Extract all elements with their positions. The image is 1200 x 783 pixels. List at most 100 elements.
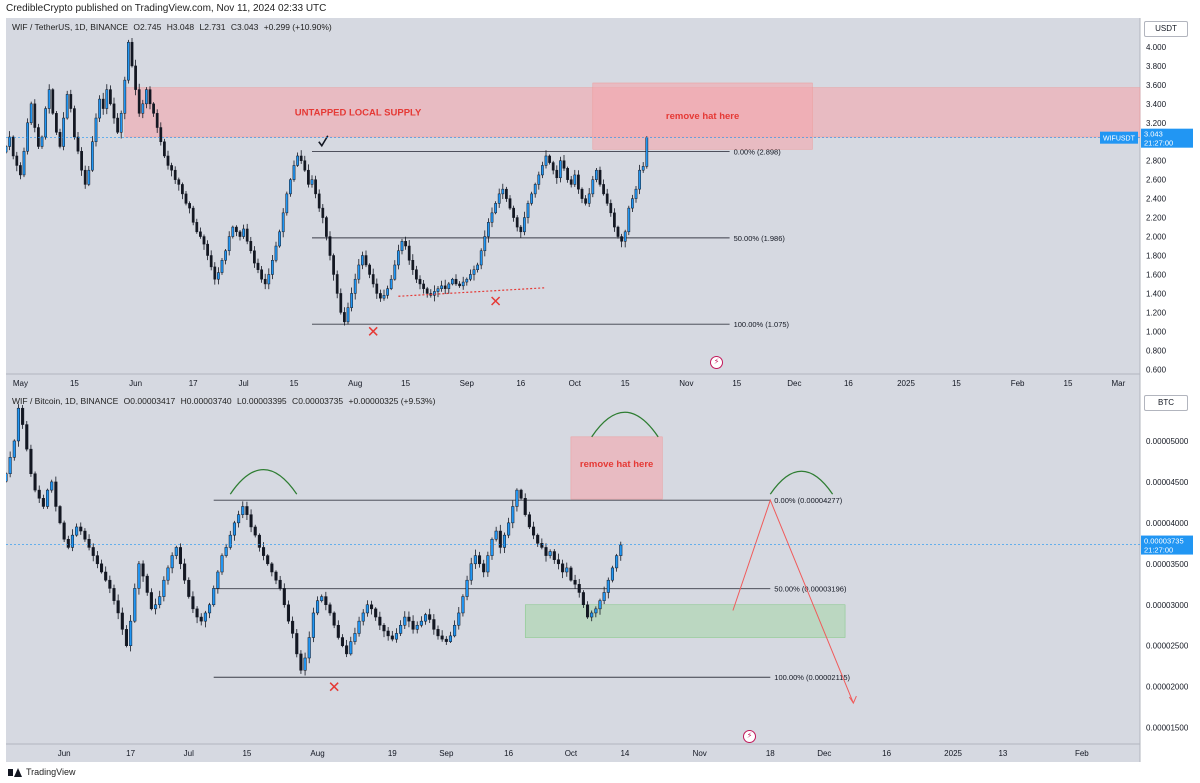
candle-body	[271, 259, 274, 275]
candle-body	[562, 160, 566, 169]
tradingview-logo-icon	[8, 767, 22, 777]
candle-body	[432, 619, 436, 630]
currency-badge[interactable]: BTC	[1144, 395, 1188, 411]
candle-body	[87, 169, 91, 185]
x-tick-label: 15	[952, 379, 961, 388]
y-tick-label: 1.200	[1146, 308, 1167, 317]
candle-body	[375, 283, 379, 294]
candle-body	[235, 226, 238, 233]
publisher-header: CredibleCrypto published on TradingView.…	[0, 0, 1200, 18]
candle-body	[199, 616, 203, 622]
candle-body	[415, 624, 419, 630]
candle-body	[245, 228, 249, 242]
lightning-icon[interactable]: ⚡	[743, 730, 756, 743]
candle-body	[112, 588, 116, 601]
candle-body	[473, 555, 477, 565]
candle-body	[394, 633, 398, 640]
candle-body	[526, 203, 530, 218]
demand-zone	[524, 604, 846, 638]
candle-body	[340, 637, 344, 646]
chart-pane-wif-btc[interactable]: 0.00001500 0.00002000 0.00002500 0.00003000…	[6, 392, 1194, 762]
x-tick-label: Jun	[58, 749, 71, 758]
candle-body	[285, 193, 289, 214]
candle-body	[407, 616, 411, 622]
candle-body	[343, 312, 346, 323]
candle-body	[307, 637, 311, 659]
tradingview-logo[interactable]: TradingView	[8, 767, 76, 777]
x-tick-label: 15	[242, 749, 251, 758]
candle-body	[465, 278, 469, 283]
chart-canvas-wif-btc[interactable]: 0.00001500 0.00002000 0.00002500 0.00003000…	[6, 392, 1194, 762]
candle-body	[303, 657, 307, 671]
candle-body	[12, 440, 16, 458]
candle-body	[26, 122, 29, 152]
candle-body	[123, 79, 127, 114]
candle-body	[368, 264, 371, 275]
candle-body	[548, 551, 552, 556]
candle-body	[209, 255, 213, 268]
fib-level-label: 0.00% (2.898)	[734, 147, 782, 156]
supply-zone	[570, 436, 663, 500]
price-axis-panel	[1140, 392, 1194, 762]
x-tick-label: Dec	[787, 379, 801, 388]
candle-body	[357, 620, 361, 634]
candle-body	[436, 288, 440, 292]
zone-label: remove hat here	[580, 459, 653, 470]
candle-body	[418, 278, 422, 285]
currency-badge[interactable]: USDT	[1144, 21, 1188, 37]
x-tick-label: 18	[766, 749, 775, 758]
candle-body	[270, 563, 274, 573]
candle-body	[581, 592, 585, 606]
candle-body	[191, 596, 195, 610]
candle-body	[505, 188, 508, 199]
candle-body	[461, 281, 465, 287]
candle-body	[307, 169, 310, 185]
candle-body	[44, 108, 47, 138]
candle-body	[104, 571, 108, 581]
candle-body	[199, 231, 202, 237]
candle-body	[382, 624, 386, 632]
candle-body	[101, 98, 105, 109]
candle-body	[241, 506, 245, 515]
candle-body	[108, 579, 112, 589]
candle-body	[424, 614, 428, 622]
zone-label: remove hat here	[666, 111, 739, 122]
candle-body	[357, 264, 361, 280]
candle-body	[6, 473, 8, 482]
candle-body	[83, 169, 87, 185]
zone-label: UNTAPPED LOCAL SUPPLY	[295, 108, 422, 119]
candle-body	[502, 534, 506, 548]
y-tick-label: 0.00004500	[1146, 478, 1189, 487]
candle-body	[530, 193, 533, 204]
candle-body	[490, 212, 494, 223]
current-price-countdown: 21:27:00	[1144, 139, 1173, 148]
candle-body	[66, 538, 70, 548]
candle-body	[609, 203, 613, 214]
x-tick-label: 14	[620, 749, 629, 758]
lightning-icon[interactable]: ⚡	[710, 356, 723, 369]
y-tick-label: 3.800	[1146, 62, 1167, 71]
candle-body	[314, 179, 317, 195]
candle-body	[154, 604, 158, 610]
candle-body	[262, 547, 266, 556]
candle-body	[228, 534, 232, 548]
candle-body	[21, 407, 25, 425]
candle-body	[266, 555, 270, 565]
candle-body	[291, 620, 295, 634]
chart-pane-wif-usdt[interactable]: 0.600 0.800 1.000 1.200 1.400 1.600 1.800 2.000…	[6, 18, 1194, 392]
candle-body	[91, 141, 94, 171]
candle-body	[242, 228, 245, 237]
x-tick-label: 19	[388, 749, 397, 758]
chart-canvas-wif-usdt[interactable]: 0.600 0.800 1.000 1.200 1.400 1.600 1.800 2.000…	[6, 18, 1194, 392]
candle-body	[278, 579, 282, 589]
candle-body	[37, 127, 40, 147]
candle-body	[606, 579, 610, 593]
current-price-tag	[1141, 128, 1193, 148]
candle-body	[559, 160, 562, 179]
cross-marker	[491, 296, 501, 306]
candle-body	[407, 245, 411, 261]
candle-body	[289, 179, 292, 195]
price-axis-panel	[1140, 18, 1194, 392]
x-tick-label: 13	[998, 749, 1007, 758]
candle-body	[631, 198, 634, 209]
